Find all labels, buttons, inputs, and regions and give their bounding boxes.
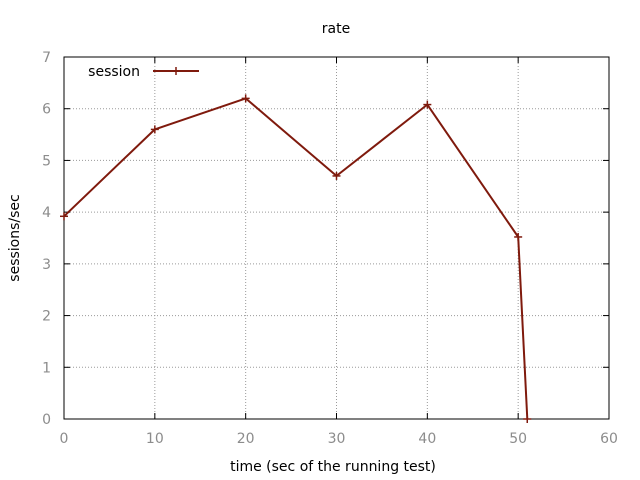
x-tick-label: 0 bbox=[60, 431, 69, 447]
y-tick-label: 0 bbox=[42, 412, 51, 428]
chart-title: rate bbox=[322, 21, 350, 37]
y-axis: 0 1 2 3 4 5 6 7 bbox=[42, 50, 609, 428]
legend-marker bbox=[172, 67, 180, 75]
grid bbox=[64, 57, 609, 419]
data-point bbox=[60, 212, 68, 221]
y-tick-label: 2 bbox=[42, 309, 51, 325]
y-tick-label: 1 bbox=[42, 360, 51, 376]
x-tick-label: 50 bbox=[509, 431, 527, 447]
y-tick-label: 4 bbox=[42, 205, 51, 221]
data-point bbox=[514, 232, 523, 241]
data-point bbox=[241, 94, 250, 103]
x-tick-label: 20 bbox=[237, 431, 255, 447]
y-tick-label: 5 bbox=[42, 153, 51, 169]
data-point bbox=[332, 171, 341, 180]
series-layer bbox=[60, 94, 532, 423]
y-tick-label: 6 bbox=[42, 102, 51, 118]
data-point bbox=[523, 415, 532, 423]
y-tick-label: 7 bbox=[42, 50, 51, 66]
x-axis-title: time (sec of the running test) bbox=[230, 459, 436, 475]
x-axis: 0 10 20 30 40 50 60 bbox=[60, 57, 618, 447]
legend-label-session: session bbox=[88, 64, 140, 80]
series-line-session bbox=[63, 97, 529, 420]
y-tick-label: 3 bbox=[42, 257, 51, 273]
y-axis-title: sessions/sec bbox=[7, 194, 23, 281]
data-point bbox=[423, 100, 432, 109]
data-point bbox=[150, 125, 159, 134]
x-tick-label: 40 bbox=[418, 431, 436, 447]
x-tick-label: 10 bbox=[146, 431, 164, 447]
x-tick-label: 60 bbox=[600, 431, 618, 447]
x-tick-label: 30 bbox=[328, 431, 346, 447]
legend: session bbox=[88, 64, 199, 80]
